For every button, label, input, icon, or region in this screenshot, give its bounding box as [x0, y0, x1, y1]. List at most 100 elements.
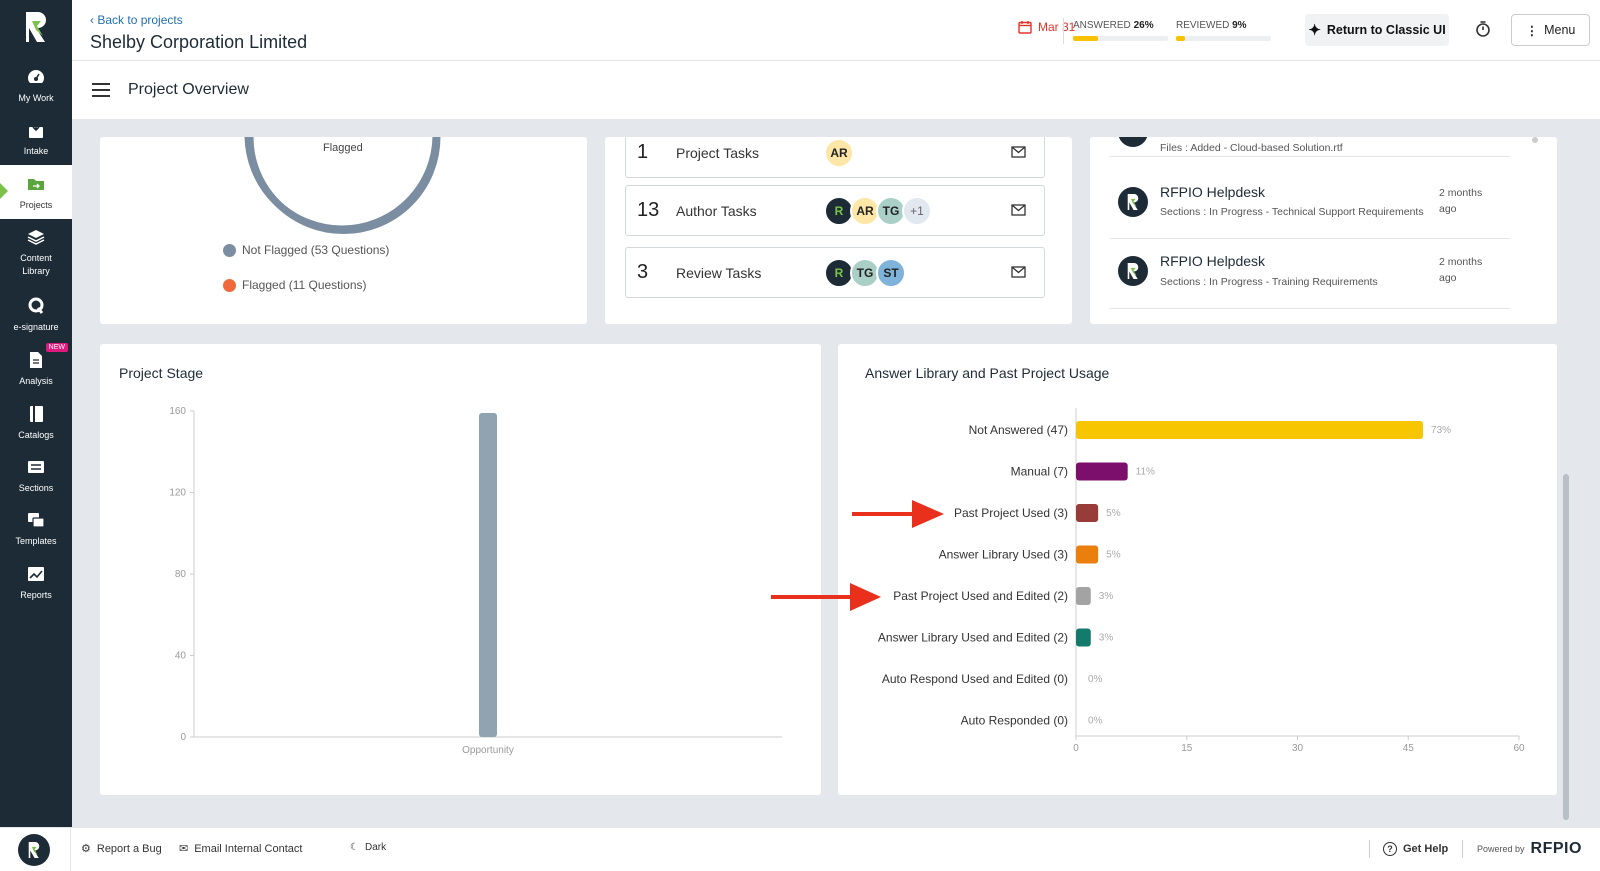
activity-desc: Files : Added - Cloud-based Solution.rtf	[1160, 142, 1343, 154]
answer-usage-card: Answer Library and Past Project Usage 0 1…	[838, 344, 1557, 795]
reviewed-bar	[1176, 36, 1271, 41]
kebab-icon: ⋮	[1525, 23, 1539, 38]
get-help-link[interactable]: ? Get Help	[1383, 842, 1448, 856]
sidebar-item-intake[interactable]: Intake	[0, 111, 72, 165]
data-label: 5%	[1106, 508, 1121, 519]
sidebar-item-my-work[interactable]: My Work	[0, 58, 72, 112]
sidebar-item-label: Sections	[18, 483, 54, 493]
y-tick-label: 160	[169, 406, 186, 417]
report-bug-link[interactable]: ⚙ Report a Bug	[81, 842, 162, 856]
reviewed-progress: REVIEWED 9%	[1176, 20, 1271, 41]
rfpio-avatar-icon	[1118, 256, 1148, 286]
avatar: AR	[850, 196, 880, 226]
document-icon	[25, 349, 47, 371]
legend-label: Not Flagged (53 Questions)	[242, 243, 390, 257]
y-tick-label: 40	[175, 651, 187, 662]
dark-mode-toggle[interactable]: ☾ Dark	[350, 842, 386, 853]
activity-desc: Sections : In Progress - Training Requir…	[1160, 276, 1378, 288]
activity-item: RFPIO Helpdesk Sections : In Progress - …	[1110, 239, 1510, 309]
mail-icon[interactable]	[1011, 145, 1026, 163]
legend-label: Flagged (11 Questions)	[242, 278, 367, 292]
email-contact-label: Email Internal Contact	[194, 842, 303, 855]
back-to-projects-link[interactable]: ‹ Back to projects	[90, 13, 183, 27]
help-circle-icon: ?	[1383, 842, 1397, 856]
moon-icon: ☾	[350, 842, 359, 853]
sidebar-item-label: Intake	[23, 146, 49, 156]
bar	[1076, 421, 1424, 439]
activity-item: RFPIO Helpdesk Sections : In Progress - …	[1110, 173, 1510, 239]
project-title: Shelby Corporation Limited	[90, 32, 308, 52]
task-row-review[interactable]: 3 Review Tasks R TG ST	[625, 247, 1045, 298]
sidebar-item-label: e-signature	[13, 322, 59, 332]
divider	[1369, 840, 1370, 858]
reviewed-pct: 9%	[1232, 20, 1247, 31]
sidebar-item-sections[interactable]: Sections	[0, 448, 72, 502]
sidebar-item-catalogs[interactable]: Catalogs	[0, 395, 72, 449]
legend-flagged: Flagged (11 Questions)	[223, 278, 367, 292]
powered-by-label: Powered by	[1477, 844, 1525, 854]
sidebar-item-templates[interactable]: Templates	[0, 501, 72, 555]
sidebar-item-e-signature[interactable]: e-signature	[0, 287, 72, 341]
get-help-label: Get Help	[1403, 843, 1449, 855]
inbox-download-icon	[25, 119, 47, 141]
sidebar-item-projects[interactable]: Projects	[0, 165, 72, 219]
data-label: 3%	[1099, 633, 1114, 644]
donut-center-label: Flagged	[323, 142, 363, 154]
activity-time: 2 months ago	[1439, 187, 1483, 215]
answer-usage-chart: 0 15 30 45 60 Not Answered (47) 73% Manual (7) 1…	[878, 408, 1525, 754]
bar	[1076, 587, 1091, 605]
category-label: Answer Library Used and Edited (2)	[878, 631, 1068, 645]
stopwatch-icon[interactable]	[1475, 20, 1491, 43]
task-label: Review Tasks	[676, 265, 762, 281]
x-tick-label: 15	[1181, 743, 1193, 754]
folder-icon	[25, 173, 47, 195]
x-tick-label: Opportunity	[462, 745, 514, 756]
y-tick-label: 80	[175, 569, 187, 580]
x-tick-label: 30	[1292, 743, 1304, 754]
stack-icon	[25, 226, 47, 248]
activity-card: Files : Added - Cloud-based Solution.rtf…	[1090, 137, 1557, 324]
templates-icon	[25, 509, 47, 531]
rfpio-avatar-icon	[1118, 137, 1148, 147]
sidebar-item-label: My Work	[18, 93, 54, 103]
chart-title: Answer Library and Past Project Usage	[865, 365, 1110, 381]
answered-bar	[1073, 36, 1168, 41]
due-date[interactable]: Mar 31	[1018, 20, 1075, 34]
sparkle-icon: ✦	[1308, 22, 1321, 39]
task-count: 1	[637, 141, 649, 163]
menu-label: Menu	[1544, 23, 1576, 37]
flagged-card: Flagged Not Flagged (53 Questions) Flagg…	[100, 137, 587, 324]
sidebar-item-reports[interactable]: Reports	[0, 555, 72, 609]
sidebar-item-label: Templates	[15, 536, 57, 546]
scroll-thumb[interactable]	[1532, 137, 1538, 143]
category-label: Past Project Used and Edited (2)	[893, 589, 1068, 603]
task-row-author[interactable]: 13 Author Tasks R AR TG +1	[625, 185, 1045, 236]
y-tick-label: 0	[180, 732, 186, 743]
return-classic-ui-button[interactable]: ✦ Return to Classic UI	[1305, 14, 1449, 46]
mail-icon[interactable]	[1011, 265, 1026, 283]
hamburger-icon[interactable]	[92, 83, 110, 102]
menu-button[interactable]: ⋮ Menu	[1511, 14, 1590, 46]
tasks-card: 1 Project Tasks AR 13 Author Tasks R AR …	[605, 137, 1072, 324]
legend-dot	[223, 243, 236, 257]
chart-title: Project Stage	[119, 365, 204, 381]
page-scrollbar[interactable]	[1563, 474, 1569, 820]
avatar: TG	[850, 258, 880, 288]
mail-icon[interactable]	[1011, 203, 1026, 221]
activity-time: 2 months ago	[1439, 256, 1483, 284]
sidebar-item-label: Analysis	[19, 376, 53, 386]
task-row-project[interactable]: 1 Project Tasks AR	[625, 137, 1045, 178]
category-label: Manual (7)	[1011, 465, 1068, 479]
task-label: Project Tasks	[676, 145, 759, 161]
footer-logo[interactable]	[18, 834, 50, 866]
sidebar-item-content-library[interactable]: Content Library	[0, 218, 72, 282]
avatar: R	[824, 258, 854, 288]
email-contact-link[interactable]: ✉ Email Internal Contact	[179, 842, 303, 856]
project-stage-card: Project Stage 0 40 80 120 160 Opportunity	[100, 344, 821, 795]
sidebar-item-analysis[interactable]: Analysis NEW	[0, 341, 72, 395]
top-bar: ‹ Back to projects Shelby Corporation Li…	[72, 0, 1600, 61]
signature-icon	[25, 295, 47, 317]
divider	[70, 828, 71, 871]
activity-desc: Sections : In Progress - Technical Suppo…	[1160, 206, 1424, 218]
app-logo[interactable]	[0, 0, 72, 54]
